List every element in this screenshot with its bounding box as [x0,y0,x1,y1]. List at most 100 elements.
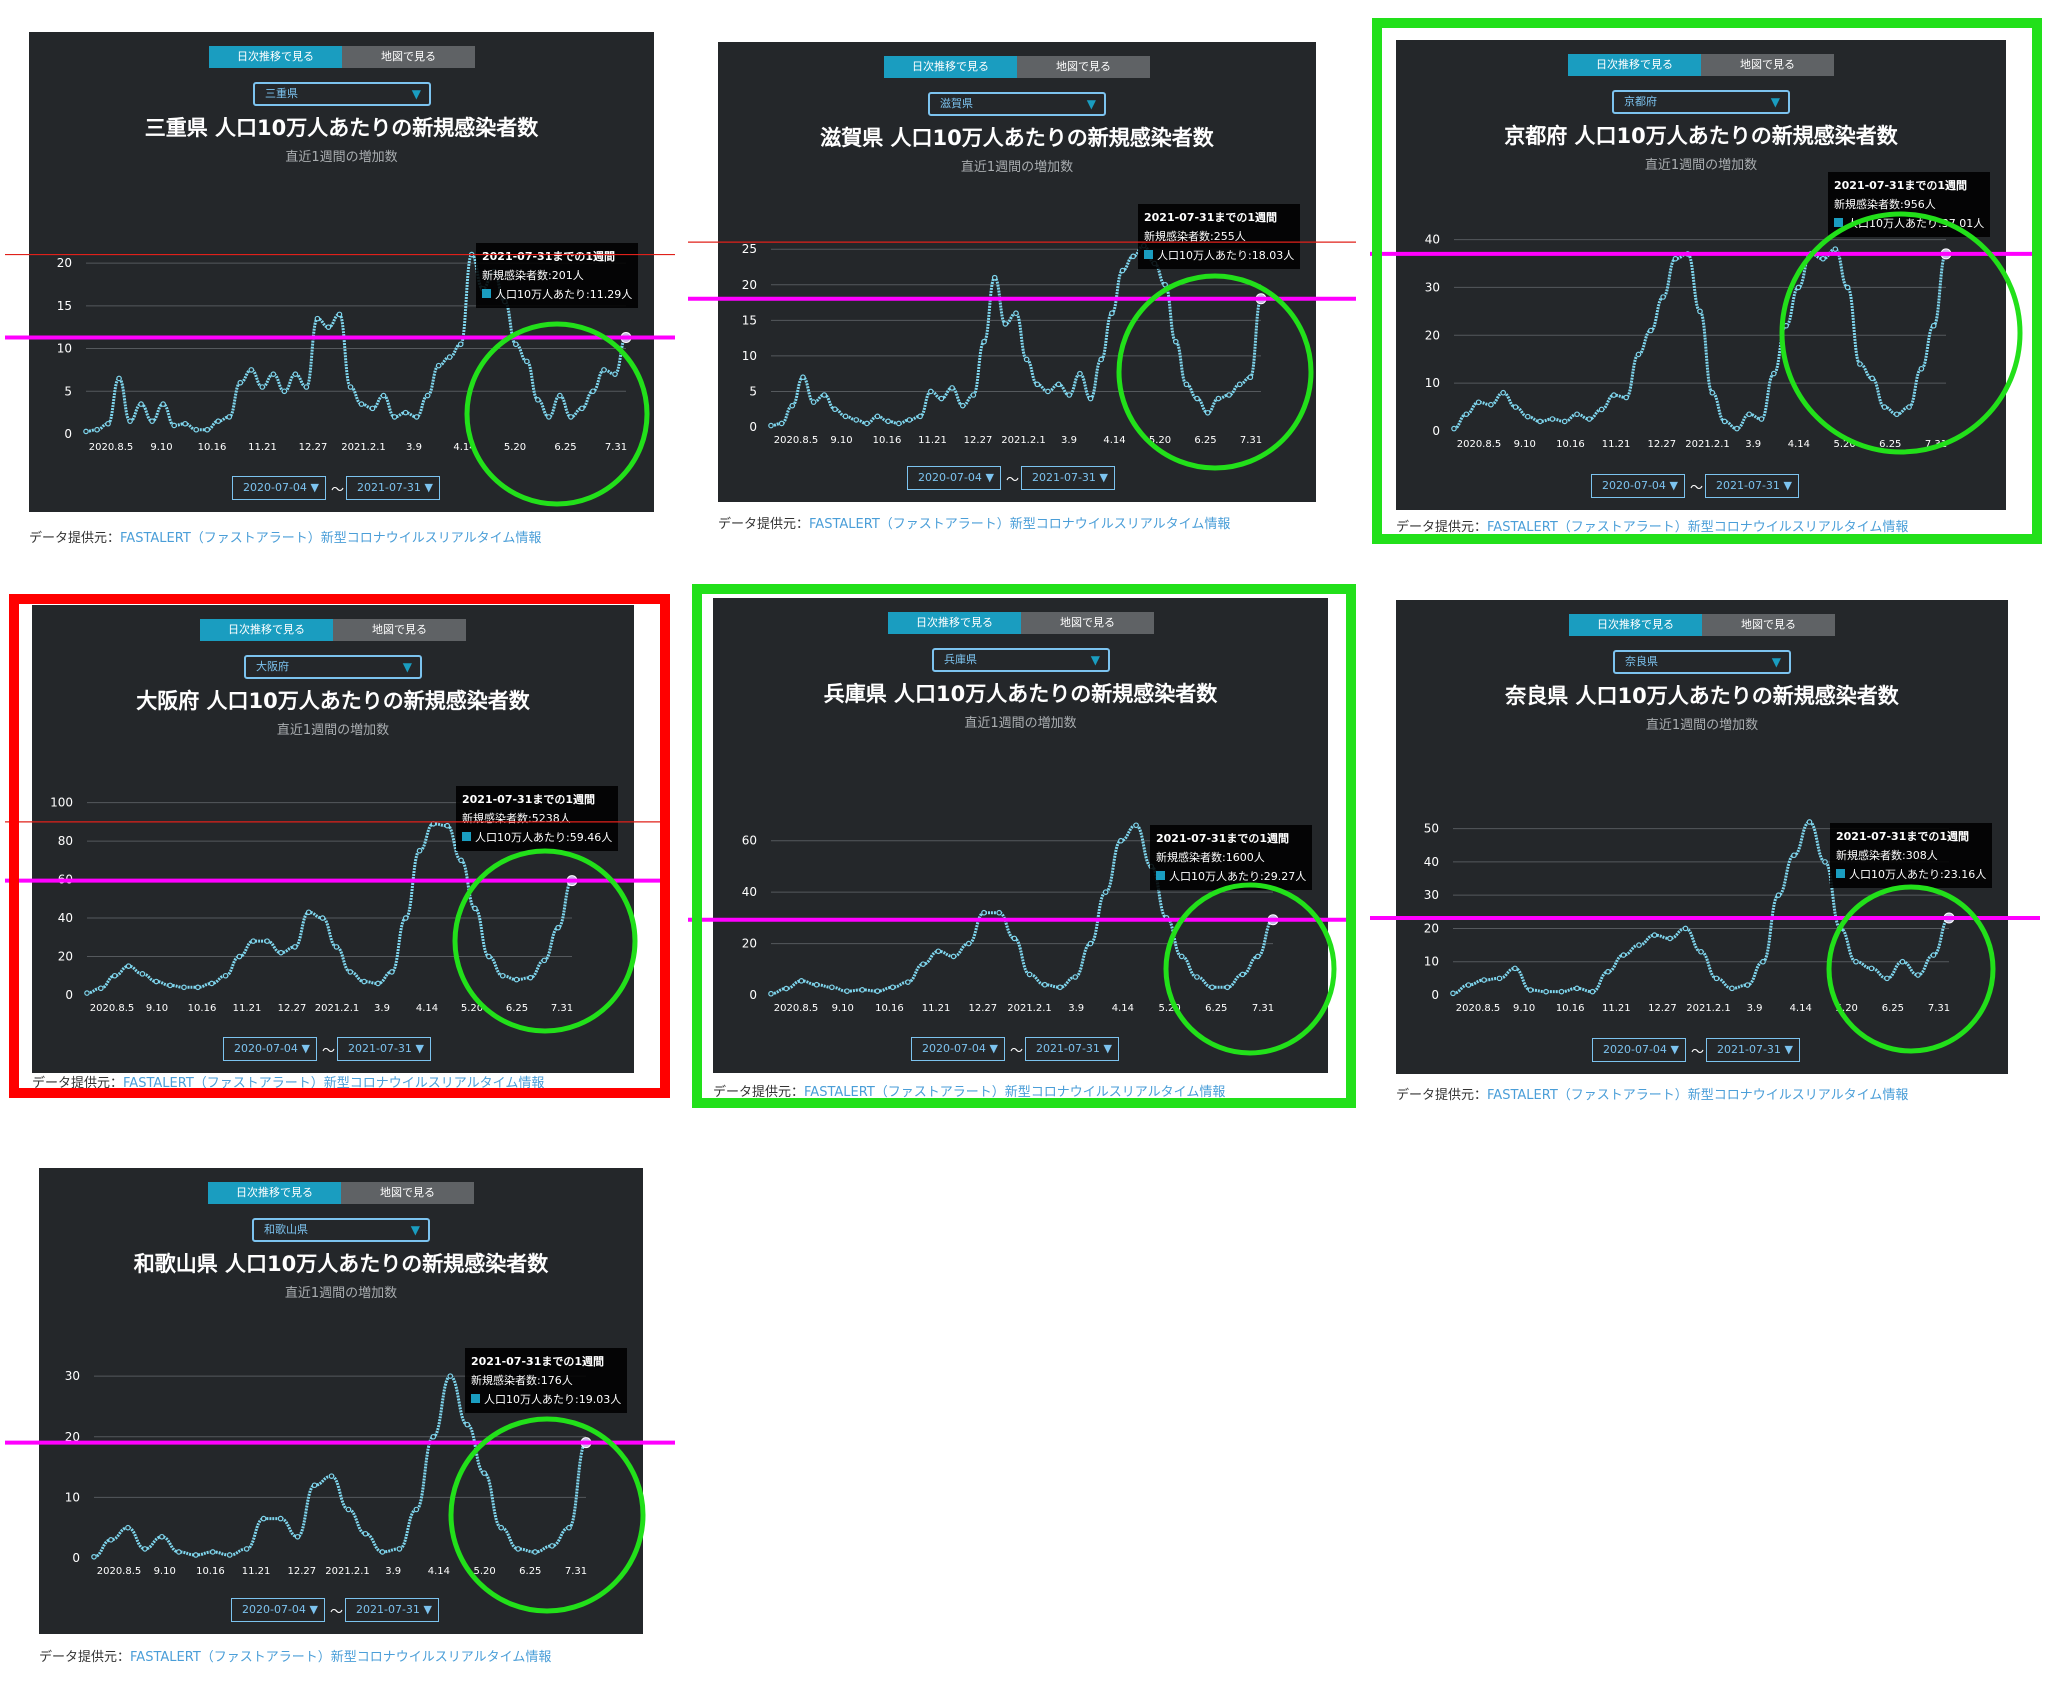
source-link[interactable]: FASTALERT（ファストアラート）新型コロナウイルスリアルタイム情報 [1487,520,1909,535]
data-point [1822,859,1828,865]
data-point [236,953,243,960]
tab-daily[interactable]: 日次推移で見る [200,619,333,641]
data-point [810,399,817,405]
data-point [889,984,896,991]
source-label: データ提供元： [39,1650,131,1665]
data-point [1672,255,1679,262]
data-point [1586,416,1593,422]
highlight-point[interactable] [580,1437,592,1449]
prefecture-select[interactable]: 滋賀県 ▼ [928,92,1106,116]
data-point [139,971,146,977]
date-to-select[interactable]: 2021-07-31 ▼ [346,476,440,500]
data-point [1770,370,1777,377]
data-point [1853,958,1859,965]
view-tabs: 日次推移で見る 地図で見る [208,1182,474,1204]
y-tick-label: 25 [742,242,757,256]
date-to-select[interactable]: 2021-07-31 ▼ [1705,474,1799,498]
chevron-down-icon: ▼ [1783,479,1792,492]
x-tick-label: 4.14 [416,1003,438,1014]
y-tick-label: 40 [742,885,757,899]
date-from-select[interactable]: 2020-07-04 ▼ [232,476,326,500]
source-link[interactable]: FASTALERT（ファストアラート）新型コロナウイルスリアルタイム情報 [809,517,1231,532]
date-to-value: 2021-07-31 [1716,479,1780,492]
x-tick-label: 11.21 [1602,1003,1631,1014]
prefecture-select[interactable]: 奈良県 ▼ [1613,650,1791,674]
chart-panel: 日次推移で見る 地図で見る 滋賀県 ▼ 滋賀県 人口10万人あたりの新規感染者数 直近1週… [718,42,1316,542]
y-tick-label: 15 [742,313,757,327]
prefecture-select[interactable]: 三重県 ▼ [253,82,431,106]
data-point [535,397,541,403]
chart-title: 兵庫県 人口10万人あたりの新規感染者数 [823,682,1218,706]
data-point [111,972,118,979]
x-tick-label: 2020.8.5 [1457,439,1502,450]
data-tooltip: 2021-07-31までの1週間 新規感染者数:1600人 人口10万人あたり:29… [1150,824,1313,890]
date-from-value: 2020-07-04 [1603,1043,1667,1056]
chevron-down-icon: ▼ [1770,95,1780,109]
date-from-select[interactable]: 2020-07-04 ▼ [1592,1038,1686,1062]
date-to-select[interactable]: 2021-07-31 ▼ [345,1598,439,1622]
data-point [160,401,166,407]
tab-map[interactable]: 地図で見る [1702,614,1835,636]
y-tick-label: 0 [64,427,72,441]
data-point [1087,940,1094,947]
data-point [292,944,298,950]
tab-daily[interactable]: 日次推移で見る [888,612,1021,634]
tab-map[interactable]: 地図で見る [342,46,475,68]
data-point [430,1433,437,1440]
y-tick-label: 100 [50,796,73,810]
data-point [579,405,585,412]
data-point [281,388,288,395]
tab-map[interactable]: 地図で見る [1017,56,1150,78]
source-link[interactable]: FASTALERT（ファストアラート）新型コロナウイルスリアルタイム情報 [123,1076,545,1091]
date-from-select[interactable]: 2020-07-04 ▼ [1591,474,1685,498]
prefecture-select[interactable]: 大阪府 ▼ [244,655,422,679]
prefecture-select[interactable]: 京都府 ▼ [1612,90,1790,114]
data-point [361,978,367,985]
prefecture-select[interactable]: 兵庫県 ▼ [932,648,1110,672]
date-to-select[interactable]: 2021-07-31 ▼ [1025,1037,1119,1061]
tab-map[interactable]: 地図で見る [1021,612,1154,634]
highlight-point[interactable] [1255,293,1267,305]
data-point [195,984,201,991]
date-from-select[interactable]: 2020-07-04 ▼ [223,1037,317,1061]
tab-map[interactable]: 地図で見る [333,619,466,641]
series-line [86,822,574,995]
source-link[interactable]: FASTALERT（ファストアラート）新型コロナウイルスリアルタイム情報 [1487,1088,1909,1103]
x-tick-label: 12.27 [964,435,993,446]
data-point [379,1549,386,1555]
highlight-point[interactable] [1943,912,1955,924]
tab-daily[interactable]: 日次推移で見る [209,46,342,68]
data-point [1204,409,1211,416]
date-from-select[interactable]: 2020-07-04 ▼ [911,1037,1005,1061]
data-point [981,338,987,345]
tab-map[interactable]: 地図で見る [1701,54,1834,76]
prefecture-select[interactable]: 和歌山県 ▼ [252,1218,430,1242]
source-link[interactable]: FASTALERT（ファストアラート）新型コロナウイルスリアルタイム情報 [120,531,542,546]
x-tick-label: 5.20 [504,442,526,453]
data-point [789,402,796,409]
data-point [498,1524,504,1531]
tab-daily[interactable]: 日次推移で見る [208,1182,341,1204]
chevron-down-icon: ▼ [989,1042,998,1055]
y-tick-label: 40 [1425,233,1440,247]
data-point [1561,418,1568,425]
chart-subtitle: 直近1週間の増加数 [1645,718,1759,733]
date-from-select[interactable]: 2020-07-04 ▼ [231,1598,325,1622]
tooltip-cases: 新規感染者数:308人 [1836,848,1938,862]
tab-daily[interactable]: 日次推移で見る [1568,54,1701,76]
chevron-down-icon: ▼ [310,481,319,494]
chevron-down-icon: ▼ [411,87,421,101]
highlight-point[interactable] [620,332,632,344]
tab-map[interactable]: 地図で見る [341,1182,474,1204]
date-to-select[interactable]: 2021-07-31 ▼ [337,1037,431,1061]
chart-card: 日次推移で見る 地図で見る 滋賀県 ▼ 滋賀県 人口10万人あたりの新規感染者数 直近1週… [718,42,1316,502]
date-to-select[interactable]: 2021-07-31 ▼ [1706,1038,1800,1062]
date-from-select[interactable]: 2020-07-04 ▼ [907,466,1001,490]
source-link[interactable]: FASTALERT（ファストアラート）新型コロナウイルスリアルタイム情報 [804,1085,1226,1100]
tab-daily[interactable]: 日次推移で見る [1569,614,1702,636]
tab-daily[interactable]: 日次推移で見る [884,56,1017,78]
source-link[interactable]: FASTALERT（ファストアラート）新型コロナウイルスリアルタイム情報 [130,1650,552,1665]
data-point [1525,413,1531,420]
data-point [1098,356,1105,363]
date-to-select[interactable]: 2021-07-31 ▼ [1021,466,1115,490]
